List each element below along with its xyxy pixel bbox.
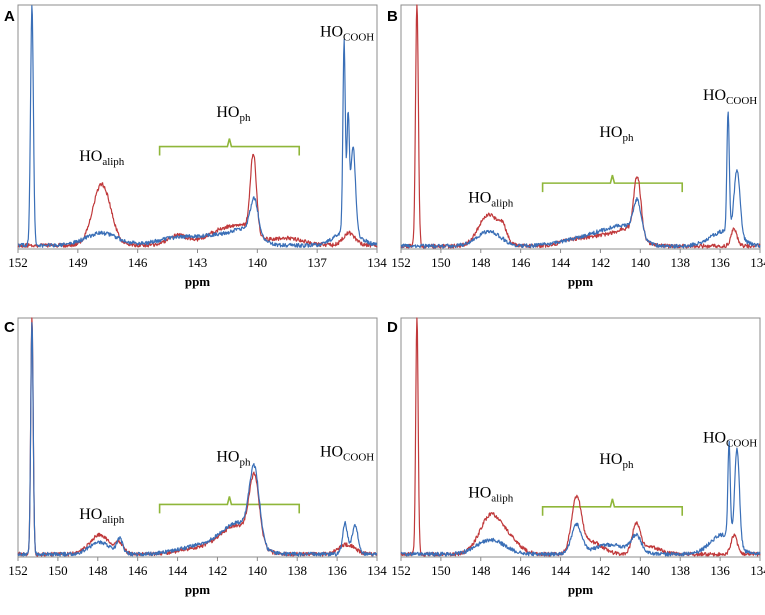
panel-d: D 152 150 148 146 144 142 140 138 136 134 ppm HOalip… — [387, 317, 765, 597]
x-tick-label: 148 — [471, 255, 491, 270]
x-tick-label: 138 — [670, 563, 690, 578]
x-tick-label: 142 — [591, 563, 611, 578]
annotation-ho-aliph: HOaliph — [79, 506, 125, 526]
annotation-ho-ph: HOph — [599, 451, 634, 471]
x-tick-label: 140 — [631, 255, 651, 270]
x-tick-label: 136 — [710, 563, 730, 578]
x-tick-label: 144 — [168, 563, 188, 578]
x-axis-label: ppm — [185, 274, 210, 289]
x-tick-label: 142 — [591, 255, 611, 270]
x-tick-label: 148 — [471, 563, 491, 578]
x-tick-label: 138 — [670, 255, 690, 270]
x-tick-label: 150 — [48, 563, 68, 578]
x-tick-label: 144 — [551, 563, 571, 578]
x-tick-label: 136 — [710, 255, 730, 270]
annotation-ho-ph: HOph — [599, 124, 634, 144]
x-tick-label: 149 — [68, 255, 88, 270]
x-tick-label: 152 — [8, 255, 28, 270]
panel-letter: C — [4, 319, 15, 336]
annotation-ho-cooh: HOCOOH — [320, 444, 374, 464]
panel-letter: A — [4, 8, 15, 25]
x-tick-label: 137 — [307, 255, 327, 270]
annotation-ho-ph: HOph — [216, 104, 251, 124]
panel-c: C 152 150 148 146 144 142 140 138 136 134 ppm HOalip… — [4, 317, 387, 597]
x-tick-label: 140 — [631, 563, 651, 578]
hoph-bracket — [541, 174, 684, 193]
x-tick-label: 152 — [391, 563, 411, 578]
x-axis-label: ppm — [568, 582, 593, 597]
x-tick-label: 146 — [128, 255, 148, 270]
x-tick-label: 152 — [8, 563, 28, 578]
annotation-ho-cooh: HOCOOH — [703, 87, 757, 107]
series-line-blue — [400, 111, 761, 249]
series-line-red — [17, 153, 378, 248]
annotation-ho-ph: HOph — [216, 448, 251, 468]
x-tick-label: 140 — [248, 563, 268, 578]
series-line-blue — [400, 440, 761, 557]
panel-letter: D — [387, 319, 398, 336]
x-tick-label: 150 — [431, 255, 451, 270]
x-tick-label: 146 — [511, 563, 531, 578]
x-axis-label: ppm — [568, 274, 593, 289]
hoph-bracket — [541, 498, 684, 516]
x-tick-label: 140 — [248, 255, 268, 270]
x-tick-label: 148 — [88, 563, 108, 578]
x-tick-label: 138 — [287, 563, 307, 578]
annotation-ho-cooh: HOCOOH — [703, 429, 757, 449]
plot-frame — [17, 317, 378, 558]
x-tick-label: 150 — [431, 563, 451, 578]
x-tick-label: 134 — [367, 563, 387, 578]
plot-frame — [17, 4, 378, 250]
annotation-ho-aliph: HOaliph — [79, 148, 125, 168]
series-line-blue — [17, 5, 378, 248]
x-tick-label: 134 — [367, 255, 387, 270]
plot-frame — [400, 4, 761, 250]
x-tick-label: 134 — [750, 563, 765, 578]
panel-b: B 152 150 148 146 144 142 140 138 136 134 ppm HOalip… — [387, 4, 765, 289]
annotation-ho-aliph: HOaliph — [468, 190, 514, 210]
x-tick-label: 143 — [188, 255, 208, 270]
x-tick-label: 144 — [551, 255, 571, 270]
panel-a: A 152 149 146 143 140 137 134 ppm HOaliph HOph HOCO… — [4, 4, 387, 289]
x-tick-label: 142 — [208, 563, 228, 578]
panel-letter: B — [387, 8, 398, 25]
annotation-ho-cooh: HOCOOH — [320, 24, 374, 44]
x-tick-label: 134 — [750, 255, 765, 270]
series-line-blue — [17, 322, 378, 557]
series-line-red — [400, 4, 761, 249]
plot-frame — [400, 317, 761, 558]
x-tick-label: 136 — [327, 563, 347, 578]
hoph-bracket — [158, 496, 301, 514]
hoph-bracket — [158, 138, 301, 156]
x-tick-label: 152 — [391, 255, 411, 270]
x-tick-label: 146 — [128, 563, 148, 578]
x-axis-label: ppm — [185, 582, 210, 597]
annotation-ho-aliph: HOaliph — [468, 484, 514, 504]
series-line-red — [17, 317, 378, 557]
x-tick-label: 146 — [511, 255, 531, 270]
